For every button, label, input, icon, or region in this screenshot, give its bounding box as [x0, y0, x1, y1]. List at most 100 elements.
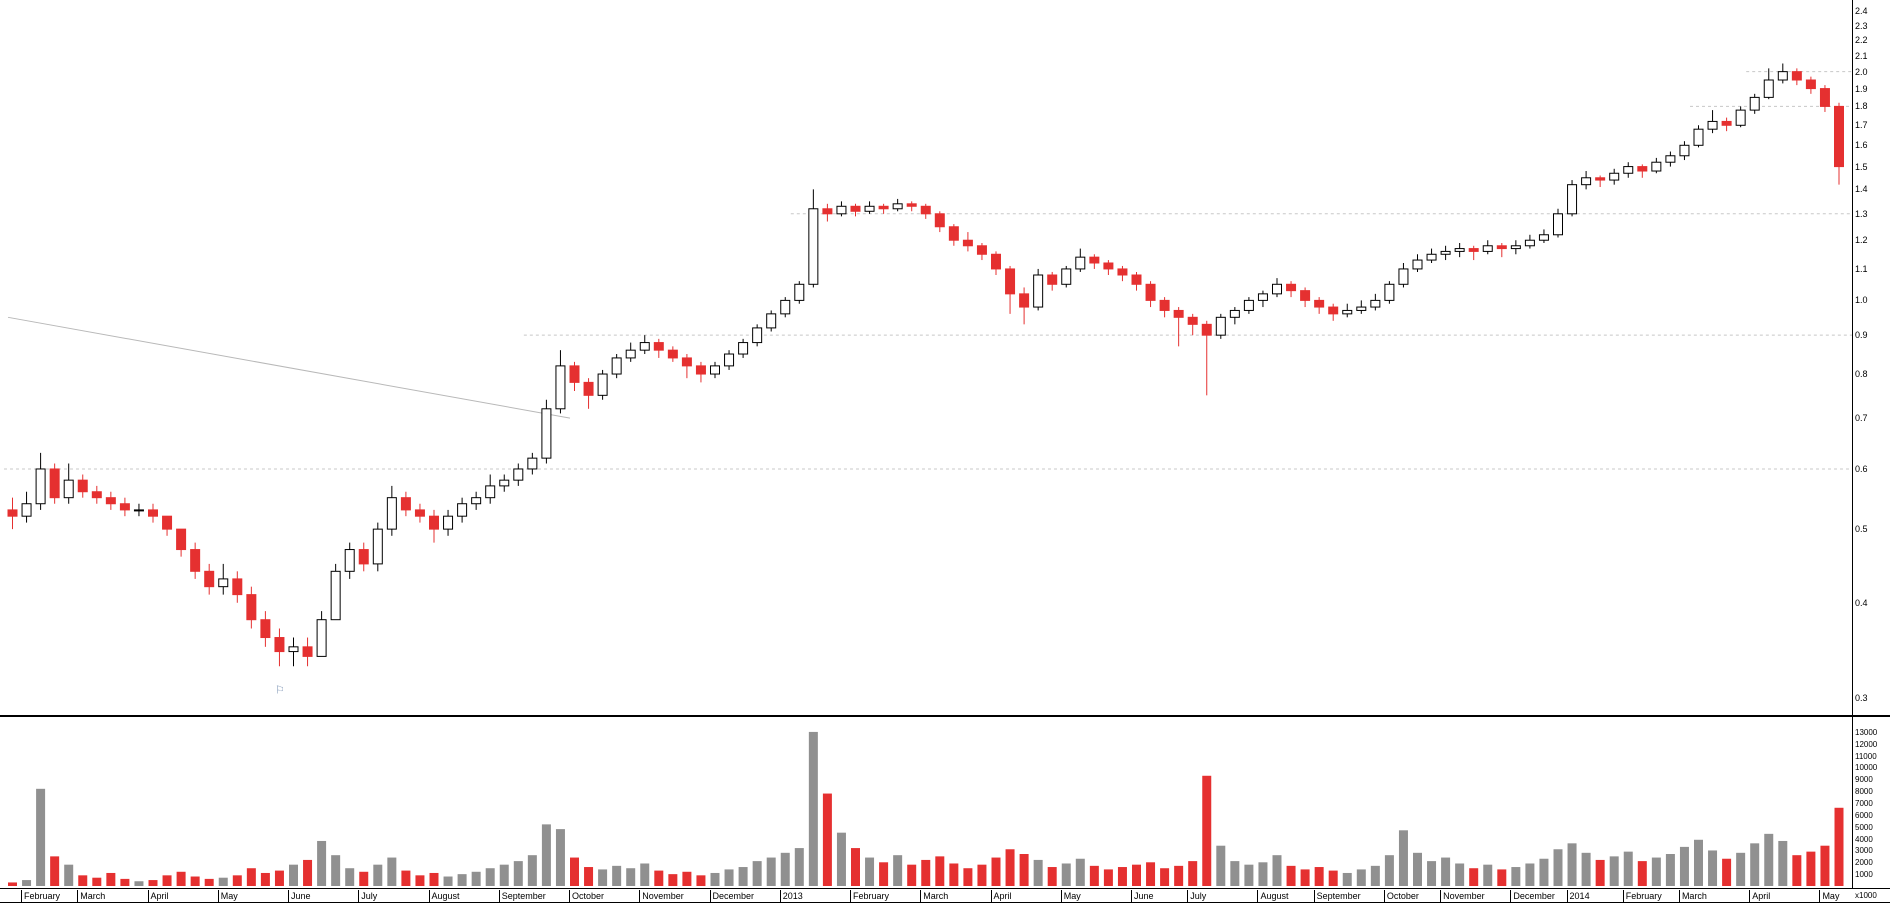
candle	[119, 497, 130, 517]
candle-body	[892, 203, 903, 210]
volume-bar	[1146, 862, 1156, 886]
candle-body	[1496, 245, 1507, 250]
month-label: March	[920, 890, 948, 902]
candle-body	[7, 509, 18, 517]
candle-body	[1145, 283, 1156, 301]
candle-body	[1609, 172, 1620, 181]
candle	[1356, 300, 1367, 314]
candle-body	[63, 479, 74, 499]
volume-bar	[1736, 852, 1746, 886]
candle-body	[162, 515, 173, 530]
candle	[653, 338, 664, 358]
candle-body	[878, 205, 889, 210]
volume-bar	[22, 880, 32, 886]
candle	[1440, 245, 1451, 261]
candle-body	[1426, 253, 1437, 261]
volume-bar	[1398, 830, 1408, 886]
candle	[1019, 287, 1030, 325]
month-label: November	[1440, 890, 1485, 902]
right-axis-line	[1852, 0, 1853, 889]
candle-body	[1131, 274, 1142, 285]
price-tick-label: 0.3	[1855, 692, 1868, 703]
volume-tick-label: 9000	[1855, 775, 1873, 785]
candle	[1342, 303, 1353, 318]
candle	[499, 474, 510, 492]
volume-bar	[1679, 846, 1689, 886]
volume-bar	[1595, 859, 1605, 886]
candle-body	[1229, 309, 1240, 318]
candle-body	[1272, 283, 1282, 295]
month-label: December	[1510, 890, 1555, 902]
candle-body	[49, 468, 60, 499]
candle	[948, 224, 959, 246]
candle-body	[766, 313, 777, 329]
candle	[1005, 265, 1016, 314]
candle	[105, 491, 116, 510]
candle	[400, 491, 411, 517]
volume-bar	[738, 867, 748, 886]
candle-body	[119, 503, 130, 511]
volume-bar	[893, 855, 903, 886]
candle-body	[991, 253, 1001, 270]
volume-bar	[1764, 833, 1774, 886]
volume-chart-pane[interactable]	[0, 718, 1852, 888]
candle	[1763, 68, 1774, 100]
month-label: May	[1819, 890, 1839, 902]
volume-bar	[1511, 867, 1521, 886]
price-chart-pane[interactable]: ⚐	[0, 0, 1852, 716]
candle	[386, 485, 397, 536]
month-label: 2013	[779, 890, 803, 902]
volume-bar	[232, 875, 242, 886]
candle-body	[555, 365, 566, 410]
candle-body	[1342, 309, 1353, 315]
candle	[246, 586, 257, 629]
candle	[1679, 141, 1690, 161]
volume-bar	[345, 868, 355, 886]
volume-bar	[513, 861, 523, 886]
candle	[1272, 278, 1282, 298]
candle	[302, 637, 313, 667]
volume-bar	[865, 857, 875, 886]
candle-body	[260, 619, 271, 639]
volume-bar	[1623, 851, 1633, 886]
volume-bar	[289, 864, 298, 886]
volume-bar	[1089, 865, 1099, 886]
candle-body	[218, 578, 229, 588]
candle	[1047, 271, 1058, 291]
candle-body	[695, 365, 706, 375]
candle	[1117, 265, 1128, 282]
candle	[1103, 260, 1114, 275]
candle-body	[414, 509, 425, 517]
candle	[667, 346, 678, 362]
candle	[1243, 297, 1254, 314]
candle	[1257, 290, 1268, 308]
volume-bar	[176, 871, 186, 886]
candle-body	[1693, 128, 1704, 146]
candle	[49, 463, 60, 504]
price-tick-label: 1.4	[1855, 184, 1868, 195]
month-label: July	[1187, 890, 1206, 902]
volume-bar	[584, 867, 594, 886]
bottom-border	[0, 902, 1890, 903]
volume-bar	[1497, 869, 1507, 886]
candle	[344, 542, 355, 579]
volume-tick-label: 5000	[1855, 822, 1873, 832]
candle-body	[372, 528, 383, 565]
volume-bar	[1047, 867, 1057, 886]
candle	[1173, 307, 1184, 347]
volume-tick-label: 1000	[1855, 870, 1873, 880]
candle-body	[1033, 274, 1044, 308]
volume-bar	[260, 872, 270, 886]
candle	[1384, 281, 1395, 304]
candle-body	[934, 213, 945, 228]
volume-bar	[794, 848, 804, 886]
price-tick-label: 1.2	[1855, 235, 1868, 246]
candle-body	[1805, 79, 1816, 90]
candle	[1834, 102, 1844, 185]
month-label: October	[569, 890, 604, 902]
volume-bar	[1370, 865, 1380, 886]
volume-bar	[921, 859, 931, 886]
candle-body	[639, 342, 650, 351]
candle	[1314, 297, 1325, 314]
volume-bar	[120, 878, 130, 886]
